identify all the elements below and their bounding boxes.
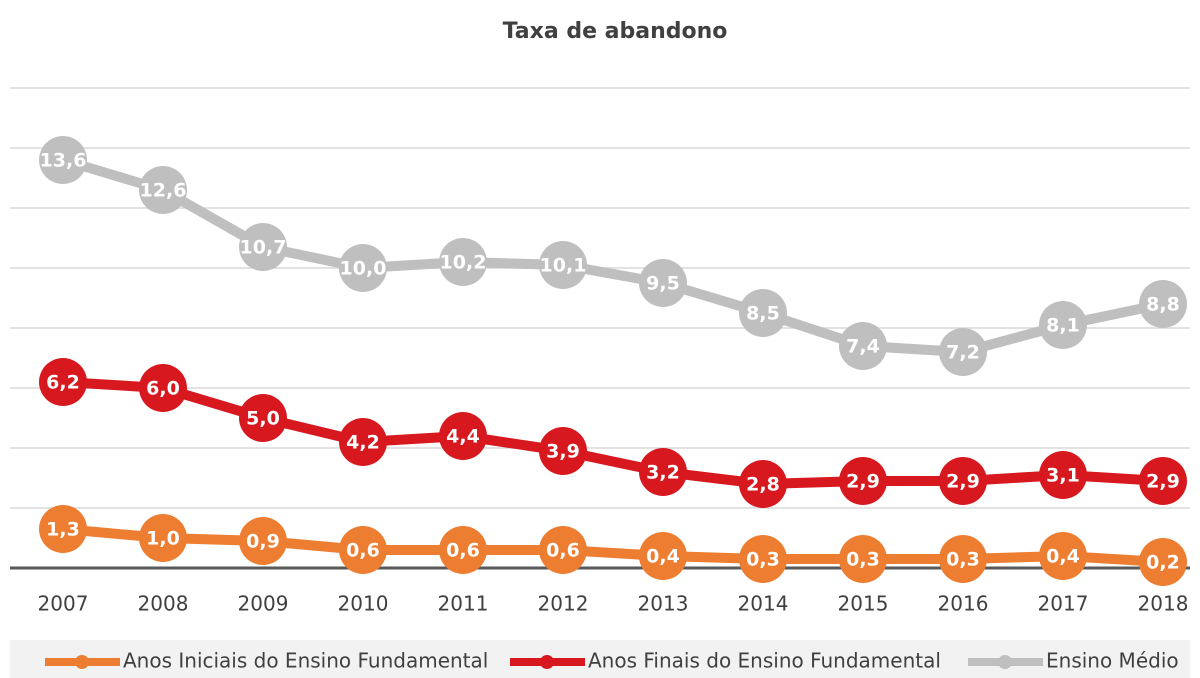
data-label: 12,6 bbox=[140, 180, 187, 202]
data-label: 4,4 bbox=[446, 426, 480, 448]
data-label: 8,1 bbox=[1046, 315, 1080, 337]
data-label: 6,0 bbox=[146, 378, 180, 400]
legend-label: Anos Iniciais do Ensino Fundamental bbox=[123, 649, 488, 673]
x-tick-label: 2016 bbox=[938, 592, 989, 616]
data-label: 0,3 bbox=[846, 549, 880, 571]
data-point bbox=[539, 526, 587, 574]
x-tick-label: 2010 bbox=[338, 592, 389, 616]
data-label: 8,8 bbox=[1146, 294, 1180, 316]
data-point bbox=[339, 526, 387, 574]
data-point bbox=[639, 532, 687, 580]
data-label: 9,5 bbox=[646, 273, 680, 295]
data-point bbox=[739, 460, 787, 508]
data-point bbox=[939, 457, 987, 505]
data-label: 0,6 bbox=[346, 540, 380, 562]
legend-marker bbox=[75, 655, 89, 669]
data-point bbox=[239, 223, 287, 271]
data-label: 0,9 bbox=[246, 531, 280, 553]
x-tick-label: 2015 bbox=[838, 592, 889, 616]
data-label: 4,2 bbox=[346, 432, 380, 454]
data-point bbox=[439, 526, 487, 574]
x-tick-label: 2011 bbox=[438, 592, 489, 616]
data-point bbox=[539, 427, 587, 475]
data-label: 7,2 bbox=[946, 342, 980, 364]
data-point bbox=[839, 535, 887, 583]
data-point bbox=[39, 136, 87, 184]
data-point bbox=[39, 358, 87, 406]
data-label: 0,2 bbox=[1146, 552, 1180, 574]
x-tick-label: 2012 bbox=[538, 592, 589, 616]
data-label: 2,9 bbox=[946, 471, 980, 493]
data-point bbox=[1139, 538, 1187, 586]
data-point bbox=[439, 412, 487, 460]
data-label: 0,3 bbox=[946, 549, 980, 571]
data-point bbox=[239, 517, 287, 565]
data-label: 0,4 bbox=[1046, 546, 1080, 568]
legend-label: Ensino Médio bbox=[1046, 649, 1179, 673]
x-tick-label: 2008 bbox=[138, 592, 189, 616]
x-tick-label: 2009 bbox=[238, 592, 289, 616]
data-label: 8,5 bbox=[746, 303, 780, 325]
data-point bbox=[139, 166, 187, 214]
data-point bbox=[939, 328, 987, 376]
x-tick-label: 2007 bbox=[38, 592, 89, 616]
data-point bbox=[639, 259, 687, 307]
data-point bbox=[139, 364, 187, 412]
data-point bbox=[339, 244, 387, 292]
data-label: 0,6 bbox=[546, 540, 580, 562]
data-label: 6,2 bbox=[46, 372, 80, 394]
legend-label: Anos Finais do Ensino Fundamental bbox=[588, 649, 941, 673]
data-label: 10,1 bbox=[540, 255, 587, 277]
data-label: 2,8 bbox=[746, 474, 780, 496]
data-point bbox=[939, 535, 987, 583]
data-point bbox=[1139, 280, 1187, 328]
data-point bbox=[1039, 301, 1087, 349]
data-label: 1,3 bbox=[46, 519, 80, 541]
data-label: 2,9 bbox=[846, 471, 880, 493]
x-tick-label: 2014 bbox=[738, 592, 789, 616]
data-label: 10,0 bbox=[340, 258, 387, 280]
x-tick-label: 2013 bbox=[638, 592, 689, 616]
data-point bbox=[239, 394, 287, 442]
data-point bbox=[139, 514, 187, 562]
data-label: 3,9 bbox=[546, 441, 580, 463]
data-point bbox=[639, 448, 687, 496]
data-point bbox=[739, 289, 787, 337]
data-label: 10,7 bbox=[240, 237, 287, 259]
data-label: 0,3 bbox=[746, 549, 780, 571]
data-label: 3,1 bbox=[1046, 465, 1080, 487]
data-point bbox=[539, 241, 587, 289]
data-point bbox=[1039, 532, 1087, 580]
data-label: 2,9 bbox=[1146, 471, 1180, 493]
data-point bbox=[839, 322, 887, 370]
data-point bbox=[339, 418, 387, 466]
x-tick-label: 2018 bbox=[1138, 592, 1189, 616]
data-label: 3,2 bbox=[646, 462, 680, 484]
data-label: 7,4 bbox=[846, 336, 880, 358]
data-label: 5,0 bbox=[246, 408, 280, 430]
data-label: 0,4 bbox=[646, 546, 680, 568]
data-label: 0,6 bbox=[446, 540, 480, 562]
chart-title: Taxa de abandono bbox=[503, 19, 728, 44]
legend-marker bbox=[998, 655, 1012, 669]
x-tick-label: 2017 bbox=[1038, 592, 1089, 616]
data-point bbox=[39, 505, 87, 553]
data-point bbox=[439, 238, 487, 286]
data-point bbox=[739, 535, 787, 583]
data-label: 10,2 bbox=[440, 252, 487, 274]
data-label: 13,6 bbox=[40, 150, 87, 172]
data-point bbox=[1139, 457, 1187, 505]
legend-marker bbox=[540, 655, 554, 669]
data-label: 1,0 bbox=[146, 528, 180, 550]
data-point bbox=[839, 457, 887, 505]
data-point bbox=[1039, 451, 1087, 499]
